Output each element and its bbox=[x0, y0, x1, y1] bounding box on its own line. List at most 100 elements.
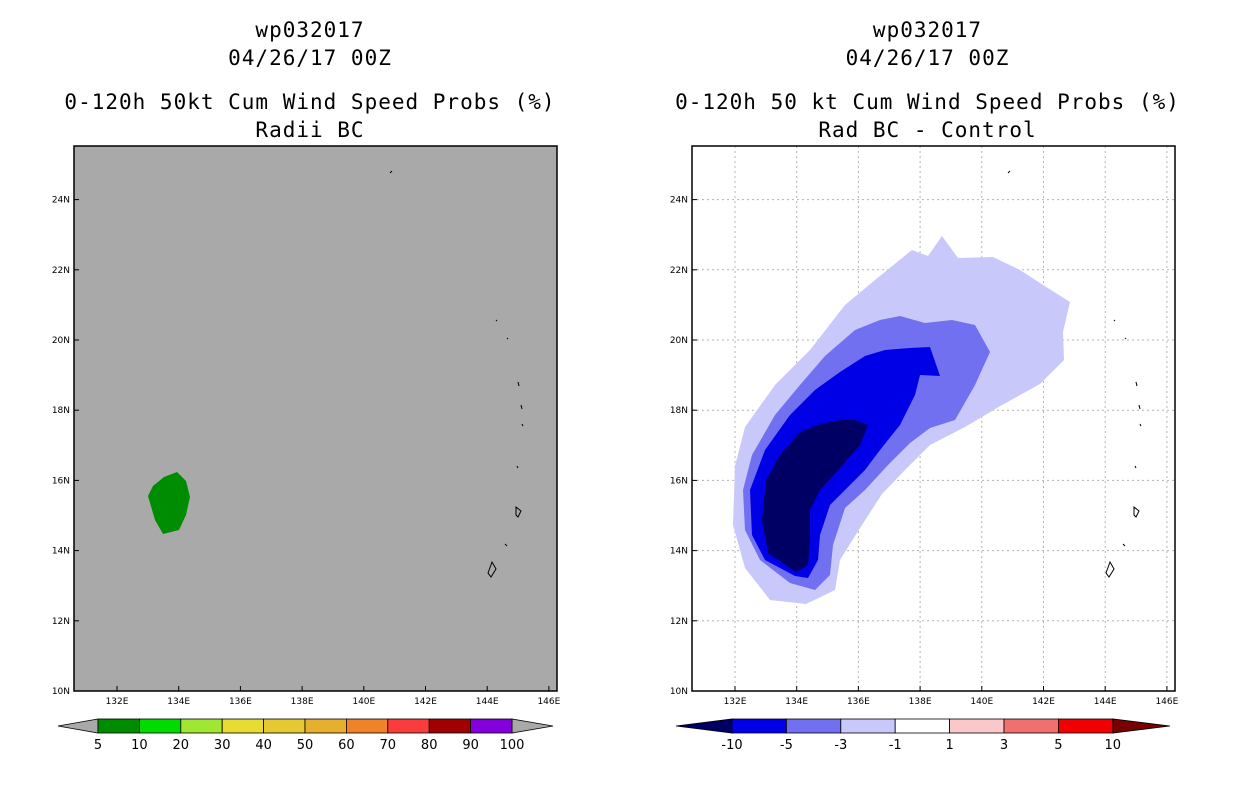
right-colorbar-swatch bbox=[786, 718, 842, 734]
lat-tick-label: 24N bbox=[670, 196, 688, 206]
left-colorbar-low-arrow bbox=[57, 718, 99, 734]
island-maug bbox=[1124, 337, 1127, 340]
lon-tick-label: 146E bbox=[537, 697, 560, 707]
left-title-date: 04/26/17 00Z bbox=[228, 46, 392, 70]
island-pagan bbox=[1135, 381, 1138, 387]
left-colorbar-label: 10 bbox=[131, 738, 148, 753]
left-map-frame bbox=[73, 145, 558, 692]
island-rota bbox=[1122, 543, 1126, 547]
left-colorbar-label: 60 bbox=[338, 738, 355, 753]
lat-tick-label: 20N bbox=[52, 336, 70, 346]
lon-tick-label: 138E bbox=[909, 697, 932, 707]
left-colorbar-swatch bbox=[138, 718, 182, 734]
lat-tick-label: 24N bbox=[52, 196, 70, 206]
right-colorbar-swatch bbox=[1003, 718, 1059, 734]
right-colorbar-label: 5 bbox=[1054, 738, 1062, 753]
right-diff-contour-minus10 bbox=[762, 420, 868, 572]
left-colorbar-swatch bbox=[263, 718, 306, 734]
left-colorbar-swatch bbox=[221, 718, 264, 734]
right-title-storm-id: wp032017 bbox=[872, 18, 983, 42]
island-sarigan bbox=[516, 465, 519, 469]
lon-tick-label: 132E bbox=[724, 697, 747, 707]
lat-tick-label: 16N bbox=[52, 476, 70, 486]
right-colorbar: -10 -5 -3 -1 1 3 5 10 bbox=[675, 718, 1171, 753]
right-colorbar-label: 3 bbox=[1000, 738, 1008, 753]
left-colorbar: 5 10 20 30 40 50 60 70 80 90 100 bbox=[57, 718, 554, 753]
lon-tick-label: 142E bbox=[414, 697, 437, 707]
lat-tick-label: 16N bbox=[670, 476, 688, 486]
right-colorbar-label: -5 bbox=[780, 738, 793, 753]
left-map-panel: 132E 134E 136E 138E 140E 142E 144E 146E 10N 12N 14… bbox=[52, 145, 561, 707]
island-anatahan bbox=[1139, 423, 1142, 427]
island-alamagan bbox=[520, 404, 523, 410]
island-anatahan bbox=[521, 423, 524, 427]
lat-tick-label: 22N bbox=[670, 266, 688, 276]
left-title-subtitle: Radii BC bbox=[255, 118, 365, 142]
island-marcus bbox=[1007, 170, 1011, 174]
lat-tick-label: 18N bbox=[670, 406, 688, 416]
lon-tick-label: 134E bbox=[785, 697, 808, 707]
lat-tick-label: 12N bbox=[52, 617, 70, 627]
left-colorbar-swatch bbox=[97, 718, 140, 734]
right-colorbar-label: -10 bbox=[721, 738, 742, 753]
left-title-storm-id: wp032017 bbox=[255, 18, 365, 42]
left-colorbar-label: 30 bbox=[214, 738, 231, 753]
left-colorbar-high-arrow bbox=[511, 718, 554, 734]
left-probability-area bbox=[148, 472, 190, 534]
right-map-frame bbox=[691, 145, 1176, 692]
lat-tick-label: 14N bbox=[52, 547, 70, 557]
island-farallon bbox=[495, 319, 498, 322]
left-title-product: 0-120h 50kt Cum Wind Speed Probs (%) bbox=[64, 90, 556, 114]
right-title-date: 04/26/17 00Z bbox=[845, 46, 1010, 70]
right-axis-ticks: 132E 134E 136E 138E 140E 142E 144E 146E 10N 12N 14… bbox=[670, 196, 1179, 707]
lon-tick-label: 138E bbox=[291, 697, 314, 707]
left-colorbar-swatch bbox=[428, 718, 472, 734]
island-farallon bbox=[1113, 319, 1116, 322]
lon-tick-label: 144E bbox=[1094, 697, 1117, 707]
lon-tick-label: 140E bbox=[352, 697, 375, 707]
right-colorbar-swatch bbox=[840, 718, 896, 734]
lat-tick-label: 22N bbox=[52, 266, 70, 276]
left-colorbar-label: 20 bbox=[173, 738, 190, 753]
left-islands bbox=[389, 170, 524, 578]
left-axis-ticks: 132E 134E 136E 138E 140E 142E 144E 146E 10N 12N 14… bbox=[52, 196, 561, 707]
right-colorbar-swatch bbox=[894, 718, 951, 734]
right-title-subtitle: Rad BC - Control bbox=[818, 118, 1037, 142]
right-colorbar-label: -3 bbox=[834, 738, 847, 753]
lat-tick-label: 12N bbox=[670, 617, 688, 627]
island-saipan bbox=[515, 505, 522, 518]
right-colorbar-swatch bbox=[1058, 718, 1114, 734]
right-colorbar-swatch bbox=[949, 718, 1005, 734]
island-pagan bbox=[517, 381, 520, 387]
left-colorbar-label: 80 bbox=[421, 738, 438, 753]
left-colorbar-swatch bbox=[470, 718, 513, 734]
lat-tick-label: 18N bbox=[52, 406, 70, 416]
right-title-product: 0-120h 50 kt Cum Wind Speed Probs (%) bbox=[675, 90, 1180, 114]
lon-tick-label: 136E bbox=[847, 697, 870, 707]
left-colorbar-label: 70 bbox=[380, 738, 397, 753]
left-colorbar-swatch bbox=[304, 718, 347, 734]
island-rota bbox=[504, 543, 508, 547]
right-map-panel: 132E 134E 136E 138E 140E 142E 144E 146E 10N 12N 14… bbox=[670, 145, 1179, 707]
island-guam bbox=[1105, 560, 1115, 578]
lat-tick-label: 10N bbox=[52, 687, 70, 697]
right-colorbar-low-arrow bbox=[675, 718, 733, 734]
left-colorbar-label: 90 bbox=[462, 738, 479, 753]
lat-tick-label: 20N bbox=[670, 336, 688, 346]
left-colorbar-label: 50 bbox=[297, 738, 314, 753]
right-colorbar-swatch bbox=[731, 718, 787, 734]
left-map-background bbox=[74, 146, 557, 691]
left-colorbar-swatch bbox=[180, 718, 223, 734]
island-saipan bbox=[1133, 505, 1140, 518]
left-colorbar-swatch bbox=[387, 718, 430, 734]
island-sarigan bbox=[1134, 465, 1137, 469]
left-colorbar-swatch bbox=[345, 718, 389, 734]
island-maug bbox=[506, 337, 509, 340]
lon-tick-label: 140E bbox=[970, 697, 993, 707]
lon-tick-label: 136E bbox=[229, 697, 252, 707]
lon-tick-label: 144E bbox=[476, 697, 499, 707]
lon-tick-label: 142E bbox=[1032, 697, 1055, 707]
left-colorbar-label: 5 bbox=[94, 738, 102, 753]
island-guam bbox=[487, 560, 497, 578]
